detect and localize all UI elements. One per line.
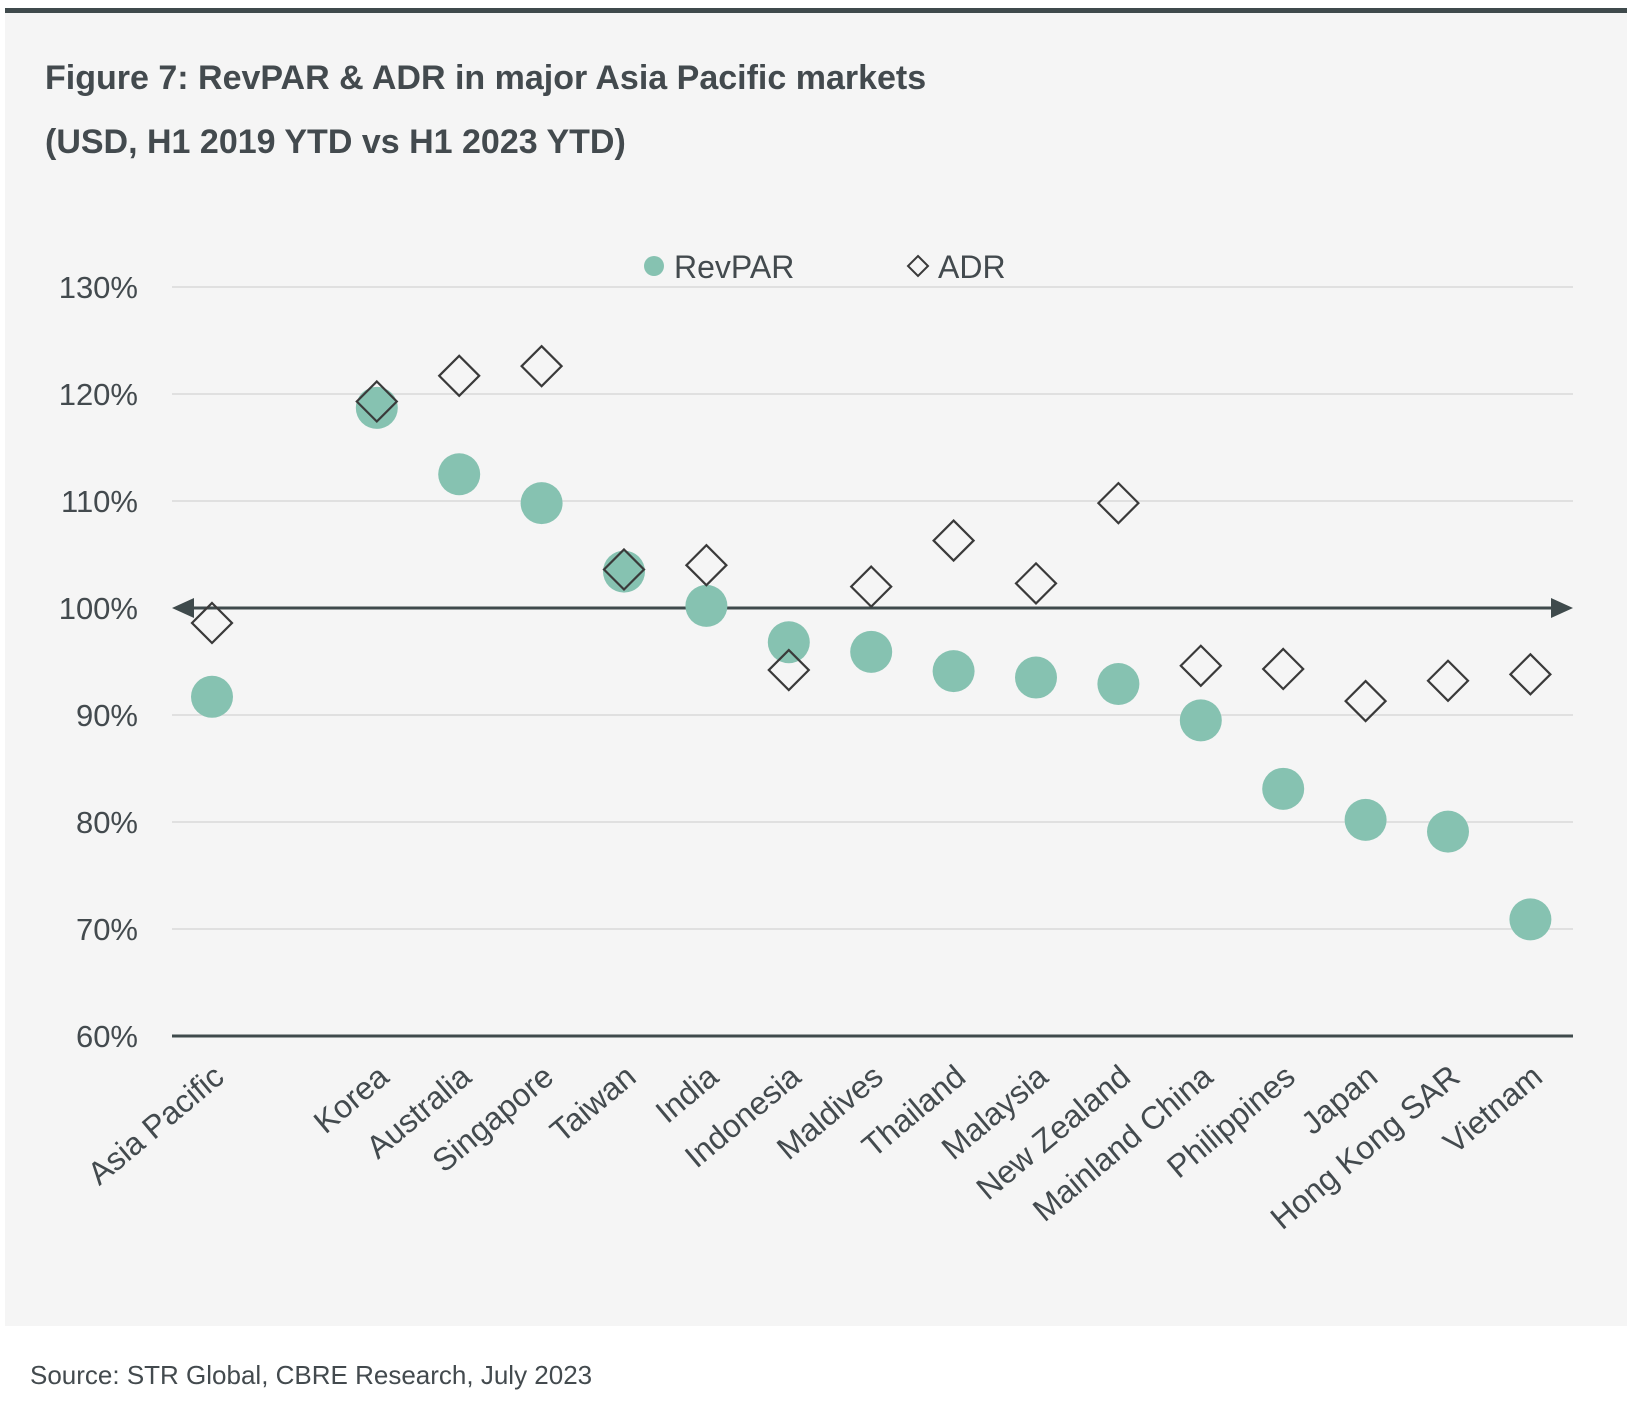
x-tick-label: Taiwan xyxy=(543,1058,642,1150)
y-tick-label: 110% xyxy=(61,484,138,519)
adr-point xyxy=(602,547,646,592)
y-tick-label: 60% xyxy=(76,1019,138,1054)
revpar-point xyxy=(1509,898,1552,941)
reference-arrow-left xyxy=(172,598,194,618)
y-tick-label: 120% xyxy=(59,377,138,412)
revpar-point xyxy=(1097,662,1140,705)
legend-adr-label: ADR xyxy=(938,249,1006,285)
adr-point xyxy=(1344,679,1388,723)
legend-adr-marker xyxy=(906,254,930,278)
y-tick-label: 70% xyxy=(76,912,138,947)
adr-point xyxy=(190,601,234,645)
revpar-point xyxy=(1344,798,1387,841)
adr-point xyxy=(355,379,399,424)
y-tick-label: 90% xyxy=(76,698,138,733)
adr-point xyxy=(1508,652,1552,696)
y-tick-label: 100% xyxy=(59,591,138,626)
gridlines xyxy=(172,286,1573,930)
adr-point xyxy=(767,648,811,692)
revpar-point xyxy=(355,386,398,429)
revpar-point xyxy=(1427,810,1469,853)
y-tick-label: 130% xyxy=(59,270,138,305)
adr-point xyxy=(1261,647,1305,691)
revpar-point xyxy=(603,550,645,593)
adr-point xyxy=(1426,659,1470,703)
y-axis-tick-labels: 60% 70% 80% 90% 100% 110% 120% 130% xyxy=(59,270,138,1054)
revpar-point xyxy=(1179,699,1222,742)
adr-point xyxy=(437,354,481,398)
adr-point xyxy=(1096,481,1140,525)
x-axis-tick-labels: Asia Pacific KoreaAustraliaSingaporeTaiwa… xyxy=(81,1058,1549,1237)
revpar-point xyxy=(932,650,975,693)
data-points xyxy=(190,344,1552,941)
revpar-point xyxy=(191,675,233,718)
revpar-point xyxy=(1015,656,1057,699)
revpar-point xyxy=(685,584,728,627)
revpar-point xyxy=(850,630,893,673)
adr-point xyxy=(932,519,976,563)
revpar-point xyxy=(767,621,810,664)
chart-title: Figure 7: RevPAR & ADR in major Asia Pac… xyxy=(45,59,927,97)
reference-arrow-right xyxy=(1551,598,1573,618)
legend-revpar-marker xyxy=(644,256,664,276)
source-note: Source: STR Global, CBRE Research, July … xyxy=(30,1360,593,1390)
chart-subtitle: (USD, H1 2019 YTD vs H1 2023 YTD) xyxy=(45,123,626,161)
adr-point xyxy=(1014,561,1058,605)
adr-point xyxy=(520,344,564,388)
adr-point xyxy=(1179,644,1223,688)
revpar-point xyxy=(438,453,481,496)
legend-revpar-label: RevPAR xyxy=(674,249,794,285)
axes xyxy=(172,598,1573,1038)
adr-point xyxy=(849,565,893,609)
y-tick-label: 80% xyxy=(76,805,138,840)
x-tick-label: Asia Pacific xyxy=(81,1058,231,1192)
legend: RevPAR ADR xyxy=(644,249,1006,285)
adr-point xyxy=(684,543,728,587)
chart-panel: Figure 7: RevPAR & ADR in major Asia Pac… xyxy=(5,8,1627,1326)
revpar-point xyxy=(1262,767,1305,810)
revpar-point xyxy=(520,482,563,525)
